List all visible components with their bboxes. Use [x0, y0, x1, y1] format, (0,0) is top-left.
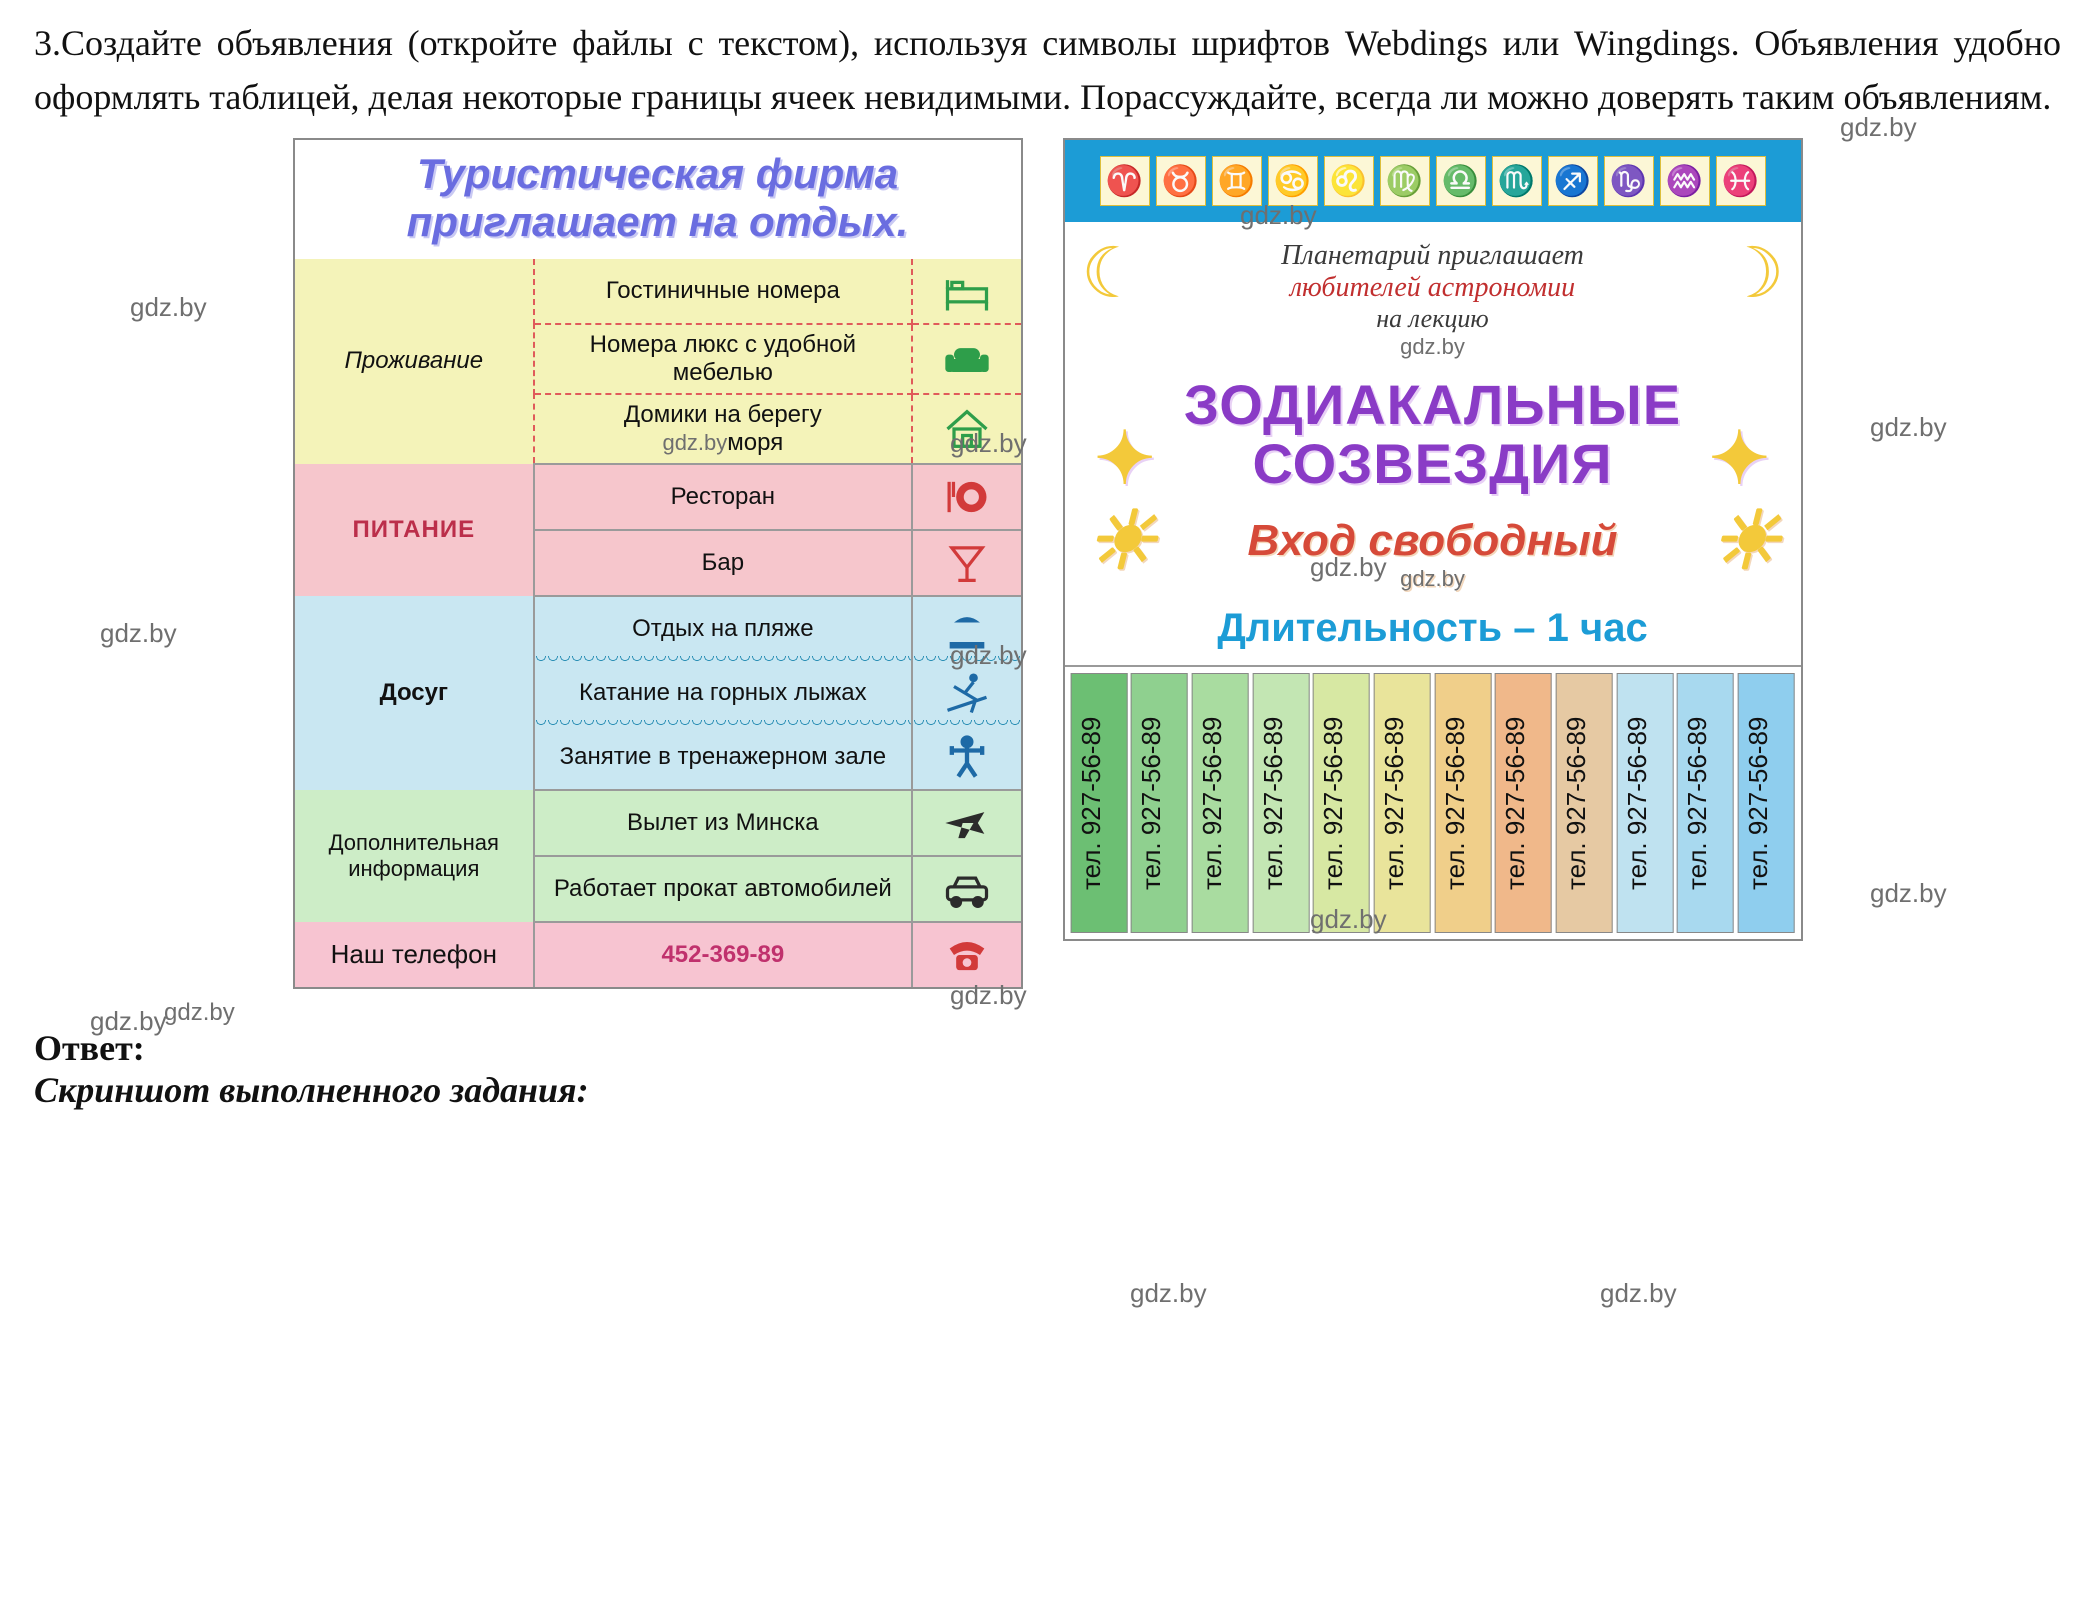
food-row-1: Бар — [534, 530, 912, 596]
info-label: Дополнительная информация — [295, 790, 535, 922]
zodiac-cell: ♋ — [1268, 156, 1318, 206]
moon-icon: ☽ — [1081, 232, 1144, 315]
poster-planetarium: ♈♉♊♋♌♍♎♏♐♑♒♓ ☽ ☽ Планетарий приглашает л… — [1063, 138, 1803, 941]
poster1-title-line1: Туристическая фирма — [417, 150, 898, 197]
tearoff-tab[interactable]: тел. 927-56-89 — [1313, 673, 1370, 933]
invite-line1: Планетарий приглашает — [1065, 240, 1801, 272]
phone-label: Наш телефон — [295, 922, 535, 987]
living-label: Проживание — [295, 259, 535, 464]
food-label: ПИТАНИЕ — [295, 464, 535, 596]
tearoff-tab[interactable]: тел. 927-56-89 — [1192, 673, 1249, 933]
answer-label: Ответ: — [34, 1027, 2061, 1069]
leisure-row-1: Катание на горных лыжах — [534, 661, 912, 725]
inline-watermark: gdz.by — [662, 430, 727, 455]
leisure-row-0: Отдых на пляже — [534, 596, 912, 661]
leisure-row-2: Занятие в тренажерном зале — [534, 725, 912, 790]
poster1-table: Проживание Гостиничные номера Номера люк… — [295, 259, 1021, 987]
gym-icon — [912, 725, 1021, 790]
zodiac-cell: ♑ — [1604, 156, 1654, 206]
free-entry-text: Вход свободный — [1247, 516, 1617, 565]
beach-icon — [912, 596, 1021, 661]
tearoff-tab[interactable]: тел. 927-56-89 — [1131, 673, 1188, 933]
zodiac-cell: ♍ — [1380, 156, 1430, 206]
poster2-title-l2: СОЗВЕЗДИЯ — [1253, 432, 1613, 495]
zodiac-header: ♈♉♊♋♌♍♎♏♐♑♒♓ — [1065, 140, 1801, 222]
leisure-label: Досуг — [295, 596, 535, 790]
invite-line2: любителей астрономии — [1065, 272, 1801, 304]
poster1-title: Туристическая фирма приглашает на отдых. — [295, 140, 1021, 259]
tearoff-tab[interactable]: тел. 927-56-89 — [1738, 673, 1795, 933]
task-paragraph: 3.Создайте объявления (откройте файлы с … — [24, 16, 2071, 124]
watermark: gdz.by — [1130, 1278, 1207, 1309]
ski-icon — [912, 661, 1021, 725]
phone-number: 452-369-89 — [534, 922, 912, 987]
poster-tourism: Туристическая фирма приглашает на отдых.… — [293, 138, 1023, 989]
planetarium-invite: ☽ ☽ Планетарий приглашает любителей астр… — [1065, 222, 1801, 366]
free-entry: ☀ ☀ Вход свободный gdz.by — [1065, 508, 1801, 600]
poster1-title-line2: приглашает на отдых. — [407, 198, 909, 245]
tearoff-tab[interactable]: тел. 927-56-89 — [1071, 673, 1128, 933]
plate-icon — [912, 464, 1021, 530]
zodiac-cell: ♒ — [1660, 156, 1710, 206]
cocktail-icon — [912, 530, 1021, 596]
zodiac-cell: ♎ — [1436, 156, 1486, 206]
inline-watermark: gdz.by — [164, 999, 2061, 1027]
invite-line3: на лекцию — [1065, 304, 1801, 334]
sun-icon: ☀ — [1085, 494, 1157, 587]
living-row-2-l2: моря — [727, 429, 783, 456]
poster2-title: ✦ ✦ ЗОДИАКАЛЬНЫЕ СОЗВЕЗДИЯ — [1065, 366, 1801, 508]
living-row-0: Гостиничные номера — [534, 259, 912, 324]
poster2-title-l1: ЗОДИАКАЛЬНЫЕ — [1184, 373, 1681, 436]
tearoff-tab[interactable]: тел. 927-56-89 — [1617, 673, 1674, 933]
watermark: gdz.by — [1600, 1278, 1677, 1309]
inline-watermark: gdz.by — [1065, 334, 1801, 360]
living-row-2-l1: Домики на берегу — [624, 401, 822, 428]
tearoff-tab[interactable]: тел. 927-56-89 — [1495, 673, 1552, 933]
car-icon — [912, 856, 1021, 922]
living-row-1: Номера люкс с удобной мебелью — [534, 324, 912, 394]
sofa-icon — [912, 324, 1021, 394]
task-text: 3.Создайте объявления (откройте файлы с … — [34, 16, 2061, 124]
inline-watermark: gdz.by — [1065, 566, 1801, 592]
info-row-0: Вылет из Минска — [534, 790, 912, 856]
tearoff-tab[interactable]: тел. 927-56-89 — [1374, 673, 1431, 933]
tearoff-tab[interactable]: тел. 927-56-89 — [1677, 673, 1734, 933]
zodiac-cell: ♓ — [1716, 156, 1766, 206]
duration-text: Длительность – 1 час — [1065, 600, 1801, 665]
house-icon — [912, 394, 1021, 464]
tearoff-tab[interactable]: тел. 927-56-89 — [1556, 673, 1613, 933]
food-row-0: Ресторан — [534, 464, 912, 530]
star-icon: ✦ — [1709, 422, 1770, 498]
tearoff-tab[interactable]: тел. 927-56-89 — [1253, 673, 1310, 933]
living-row-2: Домики на берегу gdz.byморя — [534, 394, 912, 464]
screenshot-label: Скриншот выполненного задания: — [34, 1069, 2061, 1111]
zodiac-cell: ♊ — [1212, 156, 1262, 206]
tearoff-tabs: тел. 927-56-89тел. 927-56-89тел. 927-56-… — [1065, 665, 1801, 939]
zodiac-cell: ♉ — [1156, 156, 1206, 206]
zodiac-cell: ♐ — [1548, 156, 1598, 206]
answer-block: gdz.by Ответ: Скриншот выполненного зада… — [24, 999, 2071, 1111]
zodiac-cell: ♈ — [1100, 156, 1150, 206]
bed-icon — [912, 259, 1021, 324]
moon-icon: ☽ — [1722, 232, 1785, 315]
tearoff-tab[interactable]: тел. 927-56-89 — [1435, 673, 1492, 933]
phone-icon — [912, 922, 1021, 987]
info-row-1: Работает прокат автомобилей — [534, 856, 912, 922]
zodiac-cell: ♌ — [1324, 156, 1374, 206]
star-icon: ✦ — [1095, 422, 1156, 498]
plane-icon — [912, 790, 1021, 856]
sun-icon: ☀ — [1709, 494, 1781, 587]
zodiac-cell: ♏ — [1492, 156, 1542, 206]
